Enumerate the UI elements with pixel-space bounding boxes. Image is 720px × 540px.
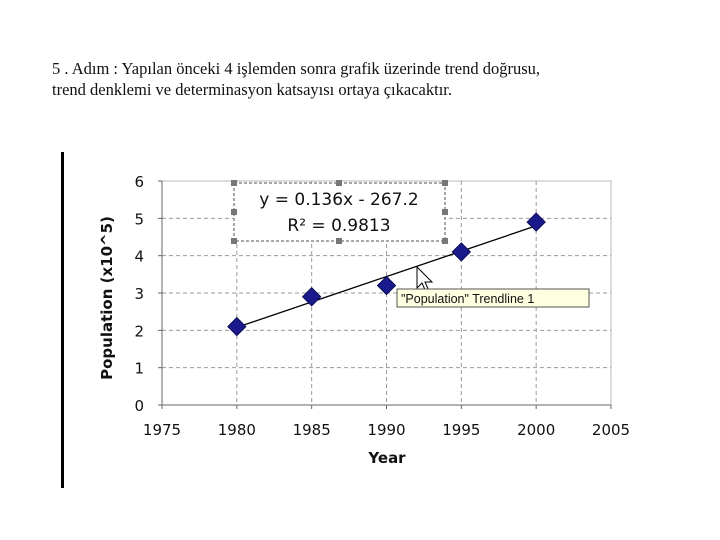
handle-mid-left[interactable] xyxy=(231,209,237,215)
handle-bottom-mid[interactable] xyxy=(336,238,342,244)
trendline-label-box[interactable]: y = 0.136x - 267.2 R² = 0.9813 xyxy=(231,180,448,244)
slide-text-line-2: trend denklemi ve determinasyon katsayıs… xyxy=(52,80,452,99)
y-tick-label: 5 xyxy=(134,210,144,228)
y-tick-label: 1 xyxy=(134,360,144,378)
tooltip-box xyxy=(396,288,590,308)
handle-top-left[interactable] xyxy=(231,180,237,186)
r-squared: R² = 0.9813 xyxy=(287,216,390,236)
tooltip-text: "Population" Trendline 1 xyxy=(401,292,534,306)
x-tick-label: 1985 xyxy=(293,421,331,439)
y-tick-label: 0 xyxy=(134,397,144,415)
equation-box-frame xyxy=(233,182,446,242)
handle-top-right[interactable] xyxy=(442,180,448,186)
x-tick-label: 1990 xyxy=(367,421,405,439)
handle-bottom-right[interactable] xyxy=(442,238,448,244)
y-tick-label: 6 xyxy=(134,173,144,191)
data-point-marker xyxy=(526,212,546,232)
x-tick-label: 1975 xyxy=(143,421,181,439)
y-tick-label: 4 xyxy=(134,248,144,266)
y-tick-label: 3 xyxy=(134,285,144,303)
vertical-divider xyxy=(61,152,64,488)
y-axis-title: Population (x10^5) xyxy=(98,216,116,380)
handle-mid-right[interactable] xyxy=(442,209,448,215)
slide-text: 5 . Adım : Yapılan önceki 4 işlemden son… xyxy=(52,58,692,100)
x-tick-label: 1980 xyxy=(218,421,256,439)
handle-top-mid[interactable] xyxy=(336,180,342,186)
data-point-marker xyxy=(376,275,397,296)
mouse-cursor-icon xyxy=(416,265,434,293)
x-tick-label: 2005 xyxy=(592,421,630,439)
slide-text-line-1: 5 . Adım : Yapılan önceki 4 işlemden son… xyxy=(52,59,541,78)
trend-equation: y = 0.136x - 267.2 xyxy=(259,190,418,210)
y-tick-label: 2 xyxy=(134,322,144,340)
handle-bottom-left[interactable] xyxy=(231,238,237,244)
data-point-marker xyxy=(301,287,322,307)
trendline-tooltip: "Population" Trendline 1 xyxy=(396,288,590,308)
x-tick-label: 1995 xyxy=(442,421,480,439)
x-tick-label: 2000 xyxy=(517,421,555,439)
data-point-marker xyxy=(451,242,472,262)
tick-labels: 1975 1980 1985 1990 1995 2000 2005 0 1 2 3 4 5 6 xyxy=(134,173,630,439)
data-point-marker xyxy=(227,316,247,337)
chart-marks xyxy=(227,212,546,337)
x-axis-title: Year xyxy=(367,449,406,467)
